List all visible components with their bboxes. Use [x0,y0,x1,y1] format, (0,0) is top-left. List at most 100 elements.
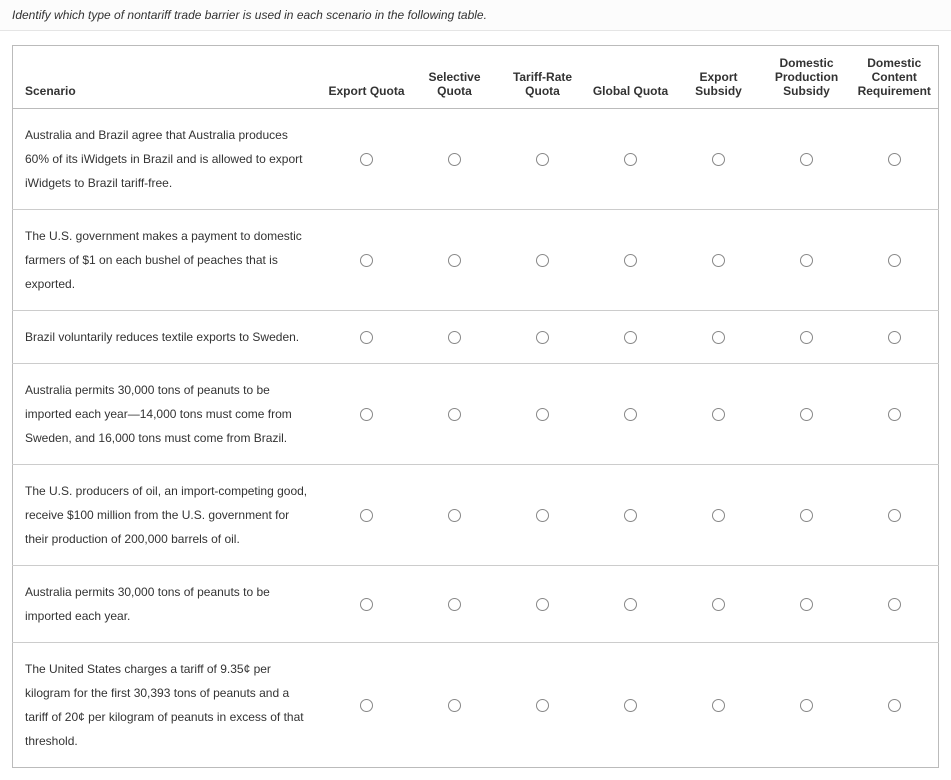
radio-button[interactable] [800,254,813,267]
radio-button[interactable] [800,598,813,611]
radio-button[interactable] [712,509,725,522]
option-cell [411,643,499,768]
option-cell [675,566,763,643]
table-row: Australia permits 30,000 tons of peanuts… [13,364,939,465]
table-row: Brazil voluntarily reduces textile expor… [13,311,939,364]
option-cell [675,364,763,465]
radio-button[interactable] [712,331,725,344]
radio-button[interactable] [888,598,901,611]
option-cell [499,311,587,364]
option-cell [587,465,675,566]
radio-button[interactable] [712,153,725,166]
col-header-scenario: Scenario [13,46,323,109]
option-cell [323,109,411,210]
scenario-cell: The United States charges a tariff of 9.… [13,643,323,768]
option-cell [323,364,411,465]
col-header-option: Export Subsidy [675,46,763,109]
radio-button[interactable] [888,153,901,166]
radio-button[interactable] [536,598,549,611]
option-cell [323,210,411,311]
option-cell [763,210,851,311]
table-row: Australia permits 30,000 tons of peanuts… [13,566,939,643]
radio-button[interactable] [624,598,637,611]
radio-button[interactable] [448,254,461,267]
radio-button[interactable] [448,153,461,166]
option-cell [763,643,851,768]
option-cell [499,465,587,566]
option-cell [411,566,499,643]
radio-button[interactable] [800,699,813,712]
radio-button[interactable] [448,331,461,344]
radio-button[interactable] [536,699,549,712]
radio-button[interactable] [360,509,373,522]
radio-button[interactable] [712,408,725,421]
radio-button[interactable] [712,598,725,611]
table-header-row: Scenario Export Quota Selective Quota Ta… [13,46,939,109]
radio-button[interactable] [888,509,901,522]
radio-button[interactable] [800,509,813,522]
option-cell [587,109,675,210]
option-cell [675,210,763,311]
option-cell [323,643,411,768]
scenario-cell: Brazil voluntarily reduces textile expor… [13,311,323,364]
option-cell [587,643,675,768]
radio-button[interactable] [888,408,901,421]
radio-button[interactable] [888,254,901,267]
option-cell [851,643,939,768]
option-cell [675,311,763,364]
radio-button[interactable] [624,509,637,522]
radio-button[interactable] [360,331,373,344]
option-cell [763,364,851,465]
option-cell [675,643,763,768]
option-cell [763,566,851,643]
option-cell [411,465,499,566]
radio-button[interactable] [624,699,637,712]
option-cell [763,465,851,566]
radio-button[interactable] [888,699,901,712]
option-cell [587,364,675,465]
radio-button[interactable] [536,408,549,421]
table-row: The U.S. government makes a payment to d… [13,210,939,311]
option-cell [411,311,499,364]
table-row: Australia and Brazil agree that Australi… [13,109,939,210]
radio-button[interactable] [536,509,549,522]
option-cell [587,566,675,643]
radio-button[interactable] [360,699,373,712]
radio-button[interactable] [888,331,901,344]
option-cell [411,364,499,465]
radio-button[interactable] [448,598,461,611]
table-container: Scenario Export Quota Selective Quota Ta… [0,31,951,780]
radio-button[interactable] [536,254,549,267]
col-header-option: Selective Quota [411,46,499,109]
option-cell [411,210,499,311]
option-cell [851,364,939,465]
radio-button[interactable] [360,598,373,611]
radio-button[interactable] [448,408,461,421]
option-cell [763,311,851,364]
radio-button[interactable] [536,331,549,344]
option-cell [323,465,411,566]
radio-button[interactable] [624,331,637,344]
radio-button[interactable] [712,699,725,712]
radio-button[interactable] [536,153,549,166]
radio-button[interactable] [800,331,813,344]
option-cell [675,465,763,566]
scenario-table: Scenario Export Quota Selective Quota Ta… [12,45,939,768]
scenario-cell: Australia and Brazil agree that Australi… [13,109,323,210]
radio-button[interactable] [360,153,373,166]
radio-button[interactable] [800,408,813,421]
radio-button[interactable] [448,509,461,522]
radio-button[interactable] [624,254,637,267]
col-header-option: Tariff-Rate Quota [499,46,587,109]
radio-button[interactable] [712,254,725,267]
radio-button[interactable] [624,408,637,421]
table-row: The United States charges a tariff of 9.… [13,643,939,768]
option-cell [851,210,939,311]
radio-button[interactable] [448,699,461,712]
radio-button[interactable] [624,153,637,166]
radio-button[interactable] [360,408,373,421]
radio-button[interactable] [800,153,813,166]
option-cell [851,311,939,364]
radio-button[interactable] [360,254,373,267]
scenario-cell: Australia permits 30,000 tons of peanuts… [13,364,323,465]
